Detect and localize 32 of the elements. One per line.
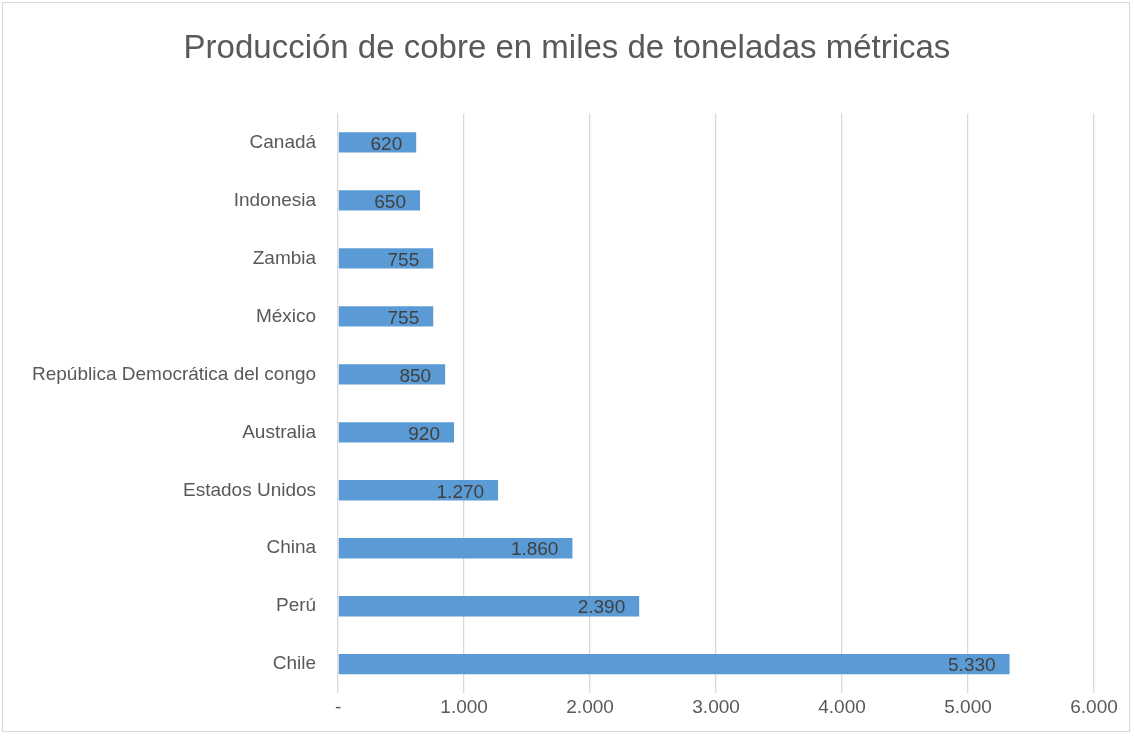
data-label: 5.330	[948, 654, 996, 676]
y-tick-label: Zambia	[252, 246, 317, 268]
x-tick-label: 6.000	[1070, 695, 1118, 717]
y-tick-label: Australia	[242, 420, 317, 442]
y-tick-label: República Democrática del congo	[31, 362, 317, 384]
data-label: 755	[387, 306, 420, 328]
bar	[338, 538, 573, 559]
data-label: 650	[374, 190, 406, 212]
y-tick-label: Perú	[275, 594, 317, 616]
y-tick-label: México	[255, 304, 317, 326]
data-label: 1.860	[510, 538, 559, 560]
data-label: 2.390	[577, 596, 626, 618]
x-tick-label: 5.000	[944, 695, 992, 717]
x-tick-label: 2.000	[566, 695, 614, 717]
y-tick-label: Estados Unidos	[183, 478, 317, 500]
y-tick-label: Indonesia	[233, 188, 317, 210]
y-tick-label: Chile	[272, 652, 317, 674]
chart-title: Producción de cobre en miles de toneladas métricas	[182, 28, 952, 66]
x-tick-label: 1.000	[440, 695, 488, 717]
y-tick-label: China	[266, 536, 317, 558]
y-tick-label: Canadá	[249, 130, 317, 152]
data-label: 850	[399, 364, 432, 386]
data-label: 755	[387, 248, 420, 270]
bar	[338, 480, 499, 501]
x-tick-label: 3.000	[692, 695, 740, 717]
bar	[338, 654, 1010, 675]
x-tick-label: -	[334, 695, 342, 717]
data-label: 920	[408, 422, 440, 444]
x-tick-label: 4.000	[818, 695, 866, 717]
bar	[338, 596, 640, 617]
data-label: 620	[370, 132, 403, 154]
data-label: 1.270	[436, 480, 485, 502]
